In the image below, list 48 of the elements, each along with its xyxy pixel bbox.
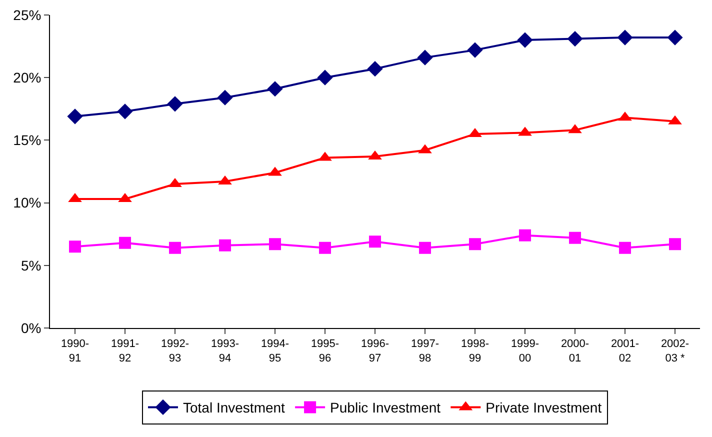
x-tick-label: 2000- 01 xyxy=(560,338,590,364)
y-tick-label: 15% xyxy=(13,132,42,148)
point xyxy=(317,70,333,86)
point xyxy=(319,242,331,254)
point xyxy=(219,239,231,252)
y-tick-label: 0% xyxy=(20,320,42,336)
y-tick-label: 10% xyxy=(13,194,42,211)
point xyxy=(469,238,481,250)
x-tick-label: 1990- 91 xyxy=(60,338,90,364)
x-tick-label: 1991- 92 xyxy=(110,338,140,364)
x-tick-label: 1994- 95 xyxy=(260,338,290,364)
point xyxy=(169,242,181,254)
x-tick-label: 1992- 93 xyxy=(160,338,190,364)
legend-label: Private Investment xyxy=(486,400,602,416)
x-tick-label: 1999- 00 xyxy=(510,338,540,364)
point xyxy=(567,30,583,47)
x-tick-label: 1995- 96 xyxy=(310,338,340,364)
point xyxy=(267,81,283,97)
point xyxy=(467,42,483,58)
x-tick-label: 1993- 94 xyxy=(210,338,240,364)
point xyxy=(569,232,581,244)
point xyxy=(367,61,383,77)
x-tick-label: 1998- 99 xyxy=(460,338,490,364)
point xyxy=(617,30,633,46)
point xyxy=(167,96,183,112)
point xyxy=(119,236,131,249)
point xyxy=(517,32,533,48)
y-tick-label: 20% xyxy=(13,70,42,86)
point xyxy=(667,30,683,46)
legend-label: Total Investment xyxy=(183,400,286,416)
point xyxy=(519,229,531,242)
point xyxy=(369,236,381,248)
point xyxy=(117,104,133,120)
point xyxy=(269,238,281,250)
point xyxy=(419,242,431,254)
point xyxy=(69,240,81,253)
point xyxy=(669,238,681,250)
point xyxy=(619,242,631,254)
y-tick-label: 5% xyxy=(20,257,42,274)
x-tick-label: 2002- 03 * xyxy=(660,338,690,364)
x-tick-label: 1996- 97 xyxy=(360,338,390,364)
point xyxy=(417,50,433,66)
x-tick-label: 2001- 02 xyxy=(610,338,640,364)
x-tick-label: 1997- 98 xyxy=(410,338,440,364)
point xyxy=(217,90,233,106)
point xyxy=(67,108,83,124)
legend-label: Public Investment xyxy=(330,400,441,416)
y-tick-label: 25% xyxy=(13,6,42,23)
